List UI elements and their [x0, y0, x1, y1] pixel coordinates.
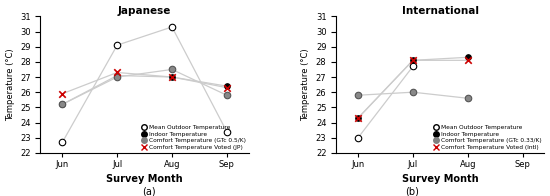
- Point: [113, 71, 122, 74]
- X-axis label: Survey Month: Survey Month: [402, 174, 478, 184]
- Y-axis label: Temperature (°C): Temperature (°C): [301, 48, 310, 121]
- Title: International: International: [402, 5, 479, 15]
- Point: [113, 74, 122, 77]
- Point: [463, 97, 472, 100]
- Text: (a): (a): [142, 186, 155, 196]
- Point: [409, 65, 417, 68]
- Point: [409, 59, 417, 62]
- Point: [354, 94, 362, 97]
- Point: [222, 130, 231, 133]
- Point: [354, 116, 362, 120]
- Point: [58, 103, 67, 106]
- Point: [113, 44, 122, 47]
- Point: [222, 86, 231, 89]
- Point: [354, 116, 362, 120]
- Point: [168, 75, 177, 79]
- Point: [168, 68, 177, 71]
- Point: [463, 56, 472, 59]
- Point: [168, 25, 177, 29]
- Point: [58, 92, 67, 95]
- Point: [168, 75, 177, 79]
- Point: [222, 84, 231, 88]
- Point: [409, 59, 417, 62]
- Y-axis label: Temperature (°C): Temperature (°C): [6, 48, 14, 121]
- Legend: Mean Outdoor Temperature, Indoor Temperature, Comfort Temperature (GTc 0.5/K), C: Mean Outdoor Temperature, Indoor Tempera…: [141, 124, 247, 151]
- Point: [222, 94, 231, 97]
- X-axis label: Survey Month: Survey Month: [106, 174, 183, 184]
- Point: [113, 75, 122, 79]
- Point: [409, 91, 417, 94]
- Point: [354, 136, 362, 139]
- Point: [58, 103, 67, 106]
- Point: [463, 59, 472, 62]
- Point: [58, 141, 67, 144]
- Text: (b): (b): [405, 186, 420, 196]
- Title: Japanese: Japanese: [118, 5, 171, 15]
- Legend: Mean Outdoor Temperature, Indoor Temperature, Comfort Temperature (GTc 0.33/K), : Mean Outdoor Temperature, Indoor Tempera…: [433, 124, 543, 151]
